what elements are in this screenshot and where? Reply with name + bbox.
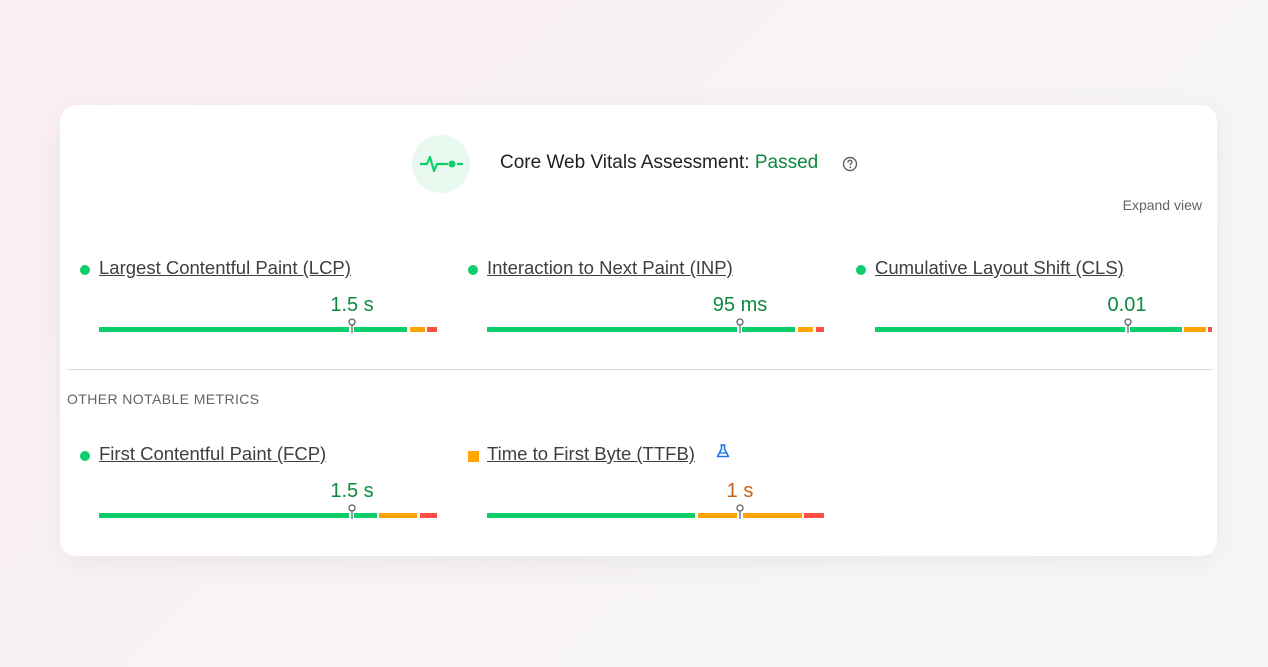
p75-marker-icon xyxy=(1124,318,1132,333)
metric-name-inp[interactable]: Interaction to Next Paint (INP) xyxy=(487,257,733,278)
metric-name-fcp[interactable]: First Contentful Paint (FCP) xyxy=(99,443,327,464)
metric-name-cls[interactable]: Cumulative Layout Shift (CLS) xyxy=(875,257,1124,278)
metric-value-inp: 95 ms xyxy=(712,294,768,316)
metric-value-fcp: 1.5 s xyxy=(330,480,374,502)
bar-segment-good xyxy=(487,513,695,518)
core-web-vitals-card: Core Web Vitals Assessment: Passed Expan… xyxy=(60,105,1217,556)
p75-marker-icon xyxy=(736,504,744,519)
bar-segment-good xyxy=(875,327,1125,332)
help-circle-icon[interactable] xyxy=(842,156,858,172)
bar-segment-needs-improvement xyxy=(798,327,813,332)
distribution-bar-lcp xyxy=(99,318,437,333)
pulse-icon xyxy=(412,135,470,193)
bar-segment-good xyxy=(99,327,349,332)
assessment-title: Core Web Vitals Assessment: Passed xyxy=(500,152,818,174)
good-status-dot xyxy=(80,451,90,461)
metric-inp: Interaction to Next Paint (INP) 95 ms xyxy=(448,256,824,346)
metric-cls: Cumulative Layout Shift (CLS) 0.01 xyxy=(836,256,1212,346)
distribution-bar-fcp xyxy=(99,504,437,519)
p75-marker-icon xyxy=(736,318,744,333)
bar-segment-good xyxy=(742,327,795,332)
bar-segment-poor xyxy=(816,327,824,332)
expand-view-button[interactable]: Expand view xyxy=(1122,197,1202,213)
metric-value-ttfb: 1 s xyxy=(726,480,754,502)
bar-segment-needs-improvement xyxy=(698,513,737,518)
distribution-bar-inp xyxy=(487,318,825,333)
assessment-status: Passed xyxy=(754,152,819,173)
distribution-bar-ttfb xyxy=(487,504,825,519)
bar-segment-poor xyxy=(427,327,437,332)
metric-name-lcp[interactable]: Largest Contentful Paint (LCP) xyxy=(99,257,351,278)
good-status-dot xyxy=(80,265,90,275)
metric-value-lcp: 1.5 s xyxy=(330,294,374,316)
p75-marker-icon xyxy=(348,318,356,333)
metric-fcp: First Contentful Paint (FCP) 1.5 s xyxy=(60,442,437,532)
flask-icon[interactable] xyxy=(715,443,731,459)
metric-name-ttfb[interactable]: Time to First Byte (TTFB) xyxy=(487,443,695,464)
bar-segment-good xyxy=(1130,327,1182,332)
bar-segment-needs-improvement xyxy=(1184,327,1206,332)
metric-value-cls: 0.01 xyxy=(1107,294,1147,316)
bar-segment-poor xyxy=(1208,327,1212,332)
bar-segment-good xyxy=(354,513,377,518)
metric-lcp: Largest Contentful Paint (LCP) 1.5 s xyxy=(60,256,437,346)
bar-segment-poor xyxy=(804,513,824,518)
good-status-dot xyxy=(468,265,478,275)
bar-segment-good xyxy=(99,513,349,518)
bar-segment-poor xyxy=(420,513,437,518)
needs-improvement-status-square xyxy=(468,451,479,462)
metric-ttfb: Time to First Byte (TTFB) 1 s xyxy=(448,442,824,532)
good-status-dot xyxy=(856,265,866,275)
bar-segment-good xyxy=(354,327,407,332)
bar-segment-needs-improvement xyxy=(410,327,425,332)
assessment-title-label: Core Web Vitals Assessment: xyxy=(500,152,750,173)
bar-segment-needs-improvement xyxy=(379,513,417,518)
bar-segment-good xyxy=(487,327,737,332)
p75-marker-icon xyxy=(348,504,356,519)
distribution-bar-cls xyxy=(875,318,1213,333)
bar-segment-needs-improvement xyxy=(743,513,802,518)
other-metrics-heading: OTHER NOTABLE METRICS xyxy=(67,391,260,407)
section-divider xyxy=(67,369,1213,370)
